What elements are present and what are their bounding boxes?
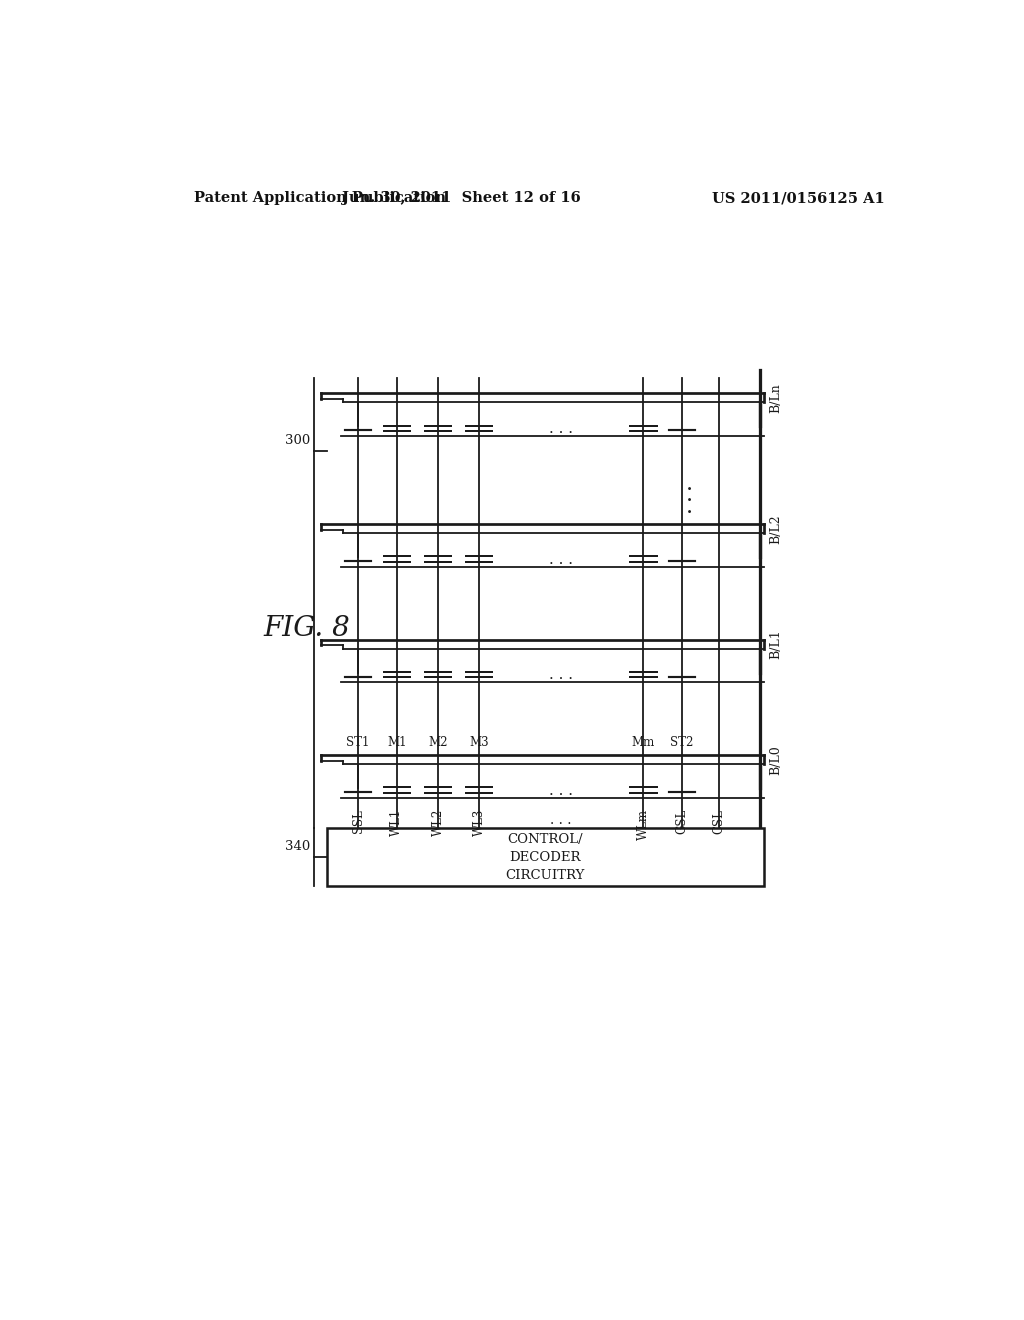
Text: ·: · xyxy=(686,479,693,500)
Text: Patent Application Publication: Patent Application Publication xyxy=(194,191,445,206)
Text: ·: · xyxy=(686,490,693,512)
Text: M3: M3 xyxy=(469,737,488,748)
Text: ·: · xyxy=(686,502,693,524)
Text: US 2011/0156125 A1: US 2011/0156125 A1 xyxy=(712,191,885,206)
Text: 300: 300 xyxy=(285,434,310,447)
Text: . . .: . . . xyxy=(549,421,573,436)
Text: WL3: WL3 xyxy=(472,809,485,837)
Text: GSL: GSL xyxy=(676,809,688,834)
Text: WL2: WL2 xyxy=(431,809,444,837)
Text: WL1: WL1 xyxy=(390,809,403,837)
Text: . . .: . . . xyxy=(549,784,573,797)
Text: Jun. 30, 2011  Sheet 12 of 16: Jun. 30, 2011 Sheet 12 of 16 xyxy=(342,191,581,206)
Text: SSL: SSL xyxy=(351,809,365,833)
Text: M2: M2 xyxy=(428,737,447,748)
Text: ST2: ST2 xyxy=(671,737,694,748)
Text: B/L2: B/L2 xyxy=(769,513,782,544)
Text: B/Ln: B/Ln xyxy=(769,383,782,413)
Text: FIG. 8: FIG. 8 xyxy=(263,615,350,642)
Text: . . .: . . . xyxy=(549,553,573,566)
Text: B/L1: B/L1 xyxy=(769,630,782,659)
Bar xyxy=(328,829,764,886)
Text: CSL: CSL xyxy=(712,809,725,834)
Text: . . .: . . . xyxy=(549,668,573,682)
Text: Mm: Mm xyxy=(632,737,655,748)
Text: . . .: . . . xyxy=(551,813,572,826)
Text: CONTROL/
DECODER
CIRCUITRY: CONTROL/ DECODER CIRCUITRY xyxy=(506,833,585,882)
Text: 340: 340 xyxy=(285,841,310,853)
Text: WLm: WLm xyxy=(637,809,650,840)
Text: B/L0: B/L0 xyxy=(769,744,782,775)
Text: ST1: ST1 xyxy=(346,737,370,748)
Text: M1: M1 xyxy=(387,737,407,748)
